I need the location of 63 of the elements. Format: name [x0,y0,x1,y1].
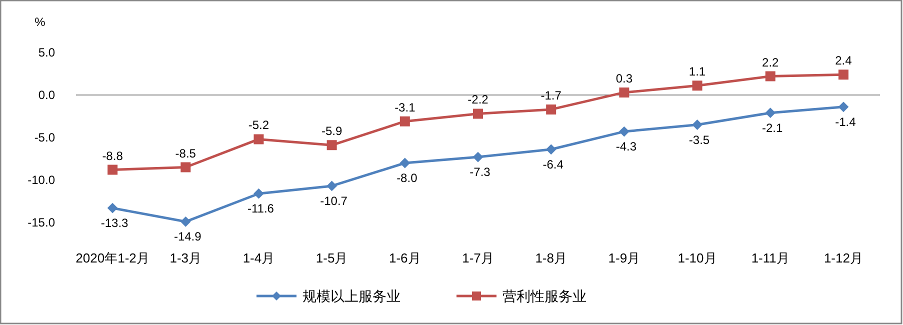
point [326,140,337,150]
point [400,158,410,168]
data-label: -8.8 [102,148,124,163]
data-label: -1.4 [835,114,856,129]
x-tick-label: 1-11月 [751,250,790,266]
x-tick-label: 1-7月 [462,250,494,266]
legend-label: 规模以上服务业 [302,288,400,304]
data-label: -6.4 [542,157,564,172]
point [765,108,776,118]
point [108,203,118,214]
data-label: -5.2 [248,118,270,132]
x-tick-label: 1-5月 [316,250,348,266]
point [838,102,848,112]
data-label: -1.7 [540,88,562,102]
point [692,120,702,130]
data-label: -3.1 [394,100,416,114]
point [546,104,556,114]
point [108,164,118,175]
point [473,108,483,119]
data-label: -5.9 [321,124,342,138]
x-tick-label: 1-9月 [608,250,640,266]
data-label: -13.3 [100,216,129,230]
data-label: 2.2 [762,55,780,70]
x-tick-label: 1-12月 [824,250,863,266]
data-label: -14.9 [174,230,202,244]
data-label: -3.5 [688,132,710,147]
data-label: -4.3 [616,140,637,154]
data-label: -2.2 [468,92,489,107]
point [619,87,630,98]
y-axis-title: % [34,15,46,29]
x-tick-label: 1-3月 [170,250,202,266]
point [254,188,264,199]
x-tick-label: 1-4月 [242,250,275,266]
point [326,180,337,191]
point [546,144,556,154]
data-label: 0.3 [616,71,633,86]
data-label: 2.4 [835,54,852,68]
data-label: -2.1 [762,120,784,135]
y-tick-label: -10.0 [28,173,56,187]
legend-label: 营利性服务业 [502,288,586,304]
point [400,116,410,126]
point [180,216,191,227]
point [692,80,702,91]
point [473,152,483,162]
data-label: -11.6 [247,202,274,216]
data-label: -10.7 [320,194,348,208]
x-tick-label: 1-6月 [389,250,421,266]
x-tick-label: 1-10月 [678,250,717,266]
y-tick-label: 5.0 [38,46,56,60]
point [765,71,776,82]
y-tick-label: -15.0 [28,216,56,230]
point [180,162,191,172]
data-label: -8.5 [175,146,196,160]
point [619,126,630,137]
data-label: -7.3 [470,165,491,180]
point [254,134,264,144]
y-tick-label: 0.0 [38,88,56,102]
x-tick-label: 1-8月 [535,250,567,266]
data-label: 1.1 [688,64,706,79]
point [838,70,848,80]
x-tick-label: 2020年1-2月 [76,250,150,266]
y-tick-label: -5.0 [34,130,56,144]
data-label: -8.0 [396,171,418,185]
